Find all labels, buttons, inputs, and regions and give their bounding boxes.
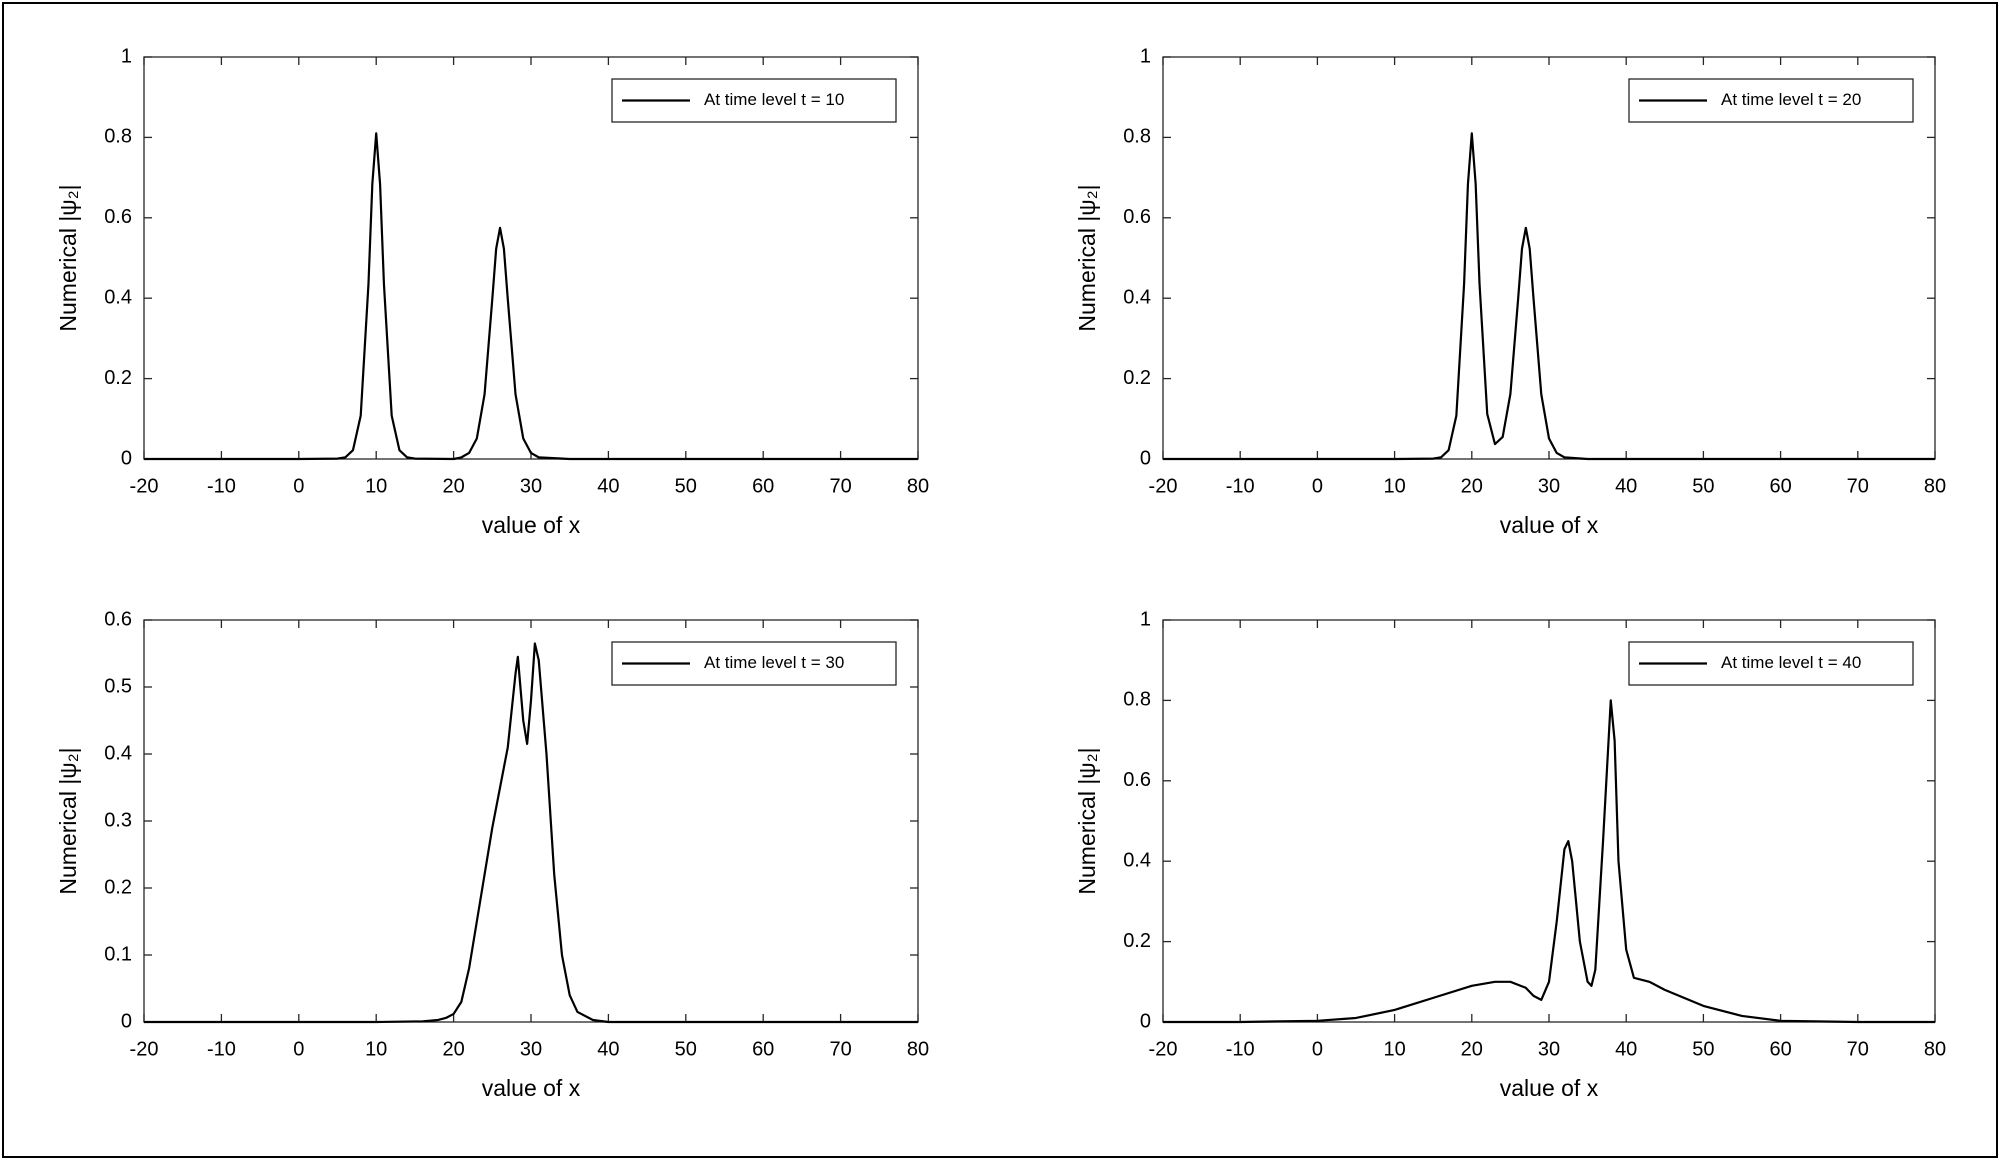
y-tick-label: 0.8	[1123, 689, 1151, 711]
data-line	[144, 642, 918, 1024]
x-tick-label: 40	[1615, 1038, 1637, 1060]
x-tick-label: 20	[442, 475, 464, 497]
x-tick-label: -20	[130, 1038, 159, 1060]
x-tick-label: -10	[207, 475, 236, 497]
x-tick-label: 80	[907, 475, 929, 497]
x-tick-label: -20	[1149, 1038, 1178, 1060]
y-tick-label: 0.6	[1123, 206, 1151, 228]
x-tick-label: 30	[520, 475, 542, 497]
y-axis-label: Numerical |ψ₂|	[1074, 747, 1100, 894]
y-tick-label: 0.4	[104, 742, 132, 764]
x-axis-label: value of x	[482, 512, 581, 538]
x-tick-label: 20	[442, 1038, 464, 1060]
y-tick-label: 0.5	[104, 675, 132, 697]
y-tick-label: 0.2	[104, 367, 132, 389]
legend-label: At time level t = 30	[704, 653, 844, 672]
x-axis-label: value of x	[1500, 512, 1599, 538]
y-tick-label: 0.6	[104, 206, 132, 228]
y-tick-label: 1	[1140, 608, 1151, 630]
x-tick-label: 20	[1461, 1038, 1483, 1060]
x-tick-label: -20	[1149, 475, 1178, 497]
legend-label: At time level t = 20	[1721, 90, 1861, 109]
plot-area	[1162, 56, 1936, 460]
y-tick-label: 0.1	[104, 943, 132, 965]
x-tick-label: 80	[1924, 475, 1946, 497]
data-line	[1163, 132, 1935, 461]
x-tick-label: 50	[675, 475, 697, 497]
x-tick-label: 30	[1538, 475, 1560, 497]
y-tick-label: 0.4	[1123, 286, 1151, 308]
y-tick-label: 0.8	[104, 126, 132, 148]
y-tick-label: 1	[121, 45, 132, 67]
x-tick-label: 80	[1924, 1038, 1946, 1060]
x-axis-label: value of x	[482, 1075, 581, 1101]
y-tick-label: 0.6	[1123, 769, 1151, 791]
x-tick-label: 70	[829, 1038, 851, 1060]
x-tick-label: 50	[675, 1038, 697, 1060]
y-tick-label: 0	[1140, 447, 1151, 469]
x-tick-label: 60	[1769, 1038, 1791, 1060]
y-axis-label: Numerical |ψ₂|	[1074, 184, 1100, 331]
x-tick-label: 10	[365, 475, 387, 497]
x-tick-label: -10	[1226, 475, 1255, 497]
y-tick-label: 0.6	[104, 608, 132, 630]
x-tick-label: 30	[1538, 1038, 1560, 1060]
x-tick-label: 20	[1461, 475, 1483, 497]
x-tick-label: 80	[907, 1038, 929, 1060]
data-line	[1163, 699, 1935, 1024]
y-tick-label: 0.3	[104, 809, 132, 831]
legend-label: At time level t = 10	[704, 90, 844, 109]
x-tick-label: 50	[1692, 475, 1714, 497]
x-tick-label: 60	[752, 1038, 774, 1060]
x-tick-label: 30	[520, 1038, 542, 1060]
x-tick-label: 70	[1847, 475, 1869, 497]
x-tick-label: -10	[207, 1038, 236, 1060]
y-tick-label: 0	[121, 1010, 132, 1032]
x-tick-label: 10	[365, 1038, 387, 1060]
y-tick-label: 1	[1140, 45, 1151, 67]
x-tick-label: -10	[1226, 1038, 1255, 1060]
y-tick-label: 0.2	[104, 876, 132, 898]
data-line	[144, 132, 918, 461]
x-tick-label: 0	[1312, 475, 1323, 497]
x-tick-label: 70	[829, 475, 851, 497]
x-tick-label: 70	[1847, 1038, 1869, 1060]
y-tick-label: 0.4	[1123, 849, 1151, 871]
x-axis-label: value of x	[1500, 1075, 1599, 1101]
x-tick-label: 0	[293, 475, 304, 497]
x-tick-label: -20	[130, 475, 159, 497]
y-axis-label: Numerical |ψ₂|	[55, 184, 81, 331]
x-tick-label: 40	[1615, 475, 1637, 497]
y-tick-label: 0.8	[1123, 126, 1151, 148]
x-tick-label: 10	[1383, 475, 1405, 497]
y-tick-label: 0.2	[1123, 930, 1151, 952]
x-tick-label: 0	[293, 1038, 304, 1060]
legend-label: At time level t = 40	[1721, 653, 1861, 672]
y-axis-label: Numerical |ψ₂|	[55, 747, 81, 894]
x-tick-label: 10	[1383, 1038, 1405, 1060]
y-tick-label: 0	[121, 447, 132, 469]
x-tick-label: 40	[597, 475, 619, 497]
x-tick-label: 60	[752, 475, 774, 497]
x-tick-label: 0	[1312, 1038, 1323, 1060]
y-tick-label: 0	[1140, 1010, 1151, 1032]
y-tick-label: 0.4	[104, 286, 132, 308]
y-tick-label: 0.2	[1123, 367, 1151, 389]
x-tick-label: 50	[1692, 1038, 1714, 1060]
plot-area	[1162, 619, 1936, 1023]
x-tick-label: 60	[1769, 475, 1791, 497]
x-tick-label: 40	[597, 1038, 619, 1060]
